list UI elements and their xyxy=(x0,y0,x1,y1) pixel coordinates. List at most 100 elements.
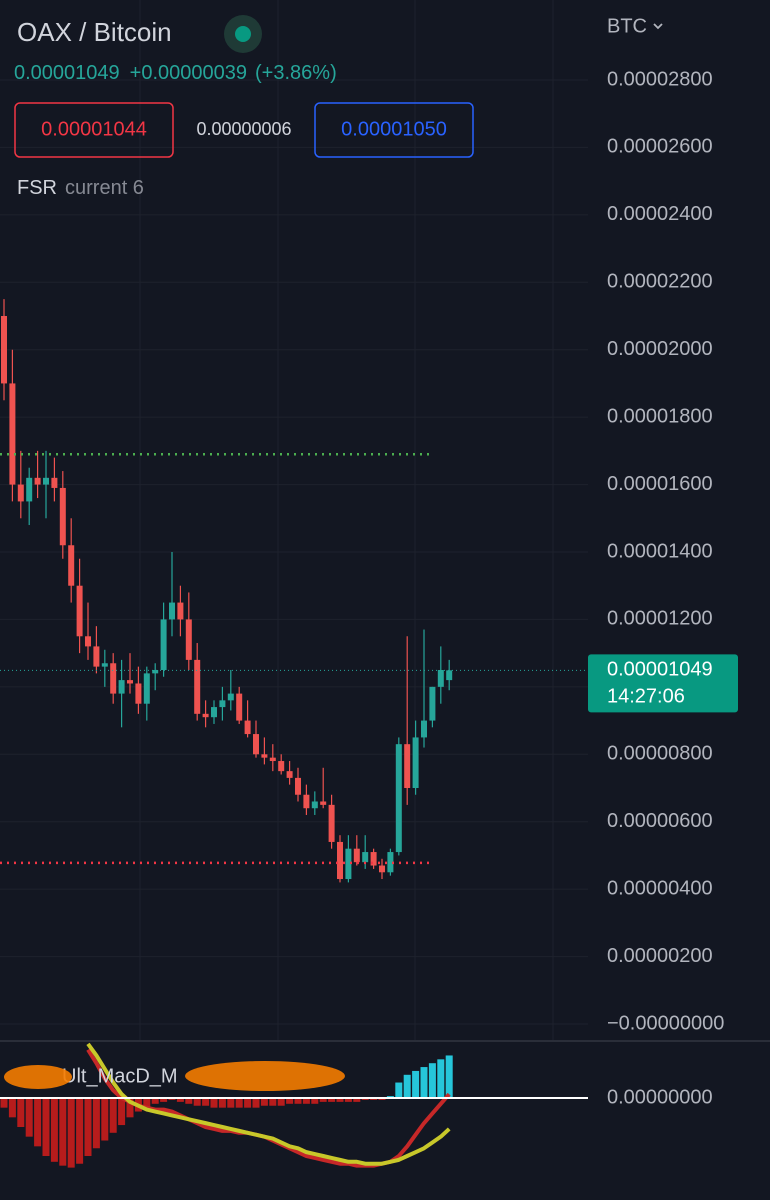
candle-body xyxy=(328,804,335,842)
grid xyxy=(0,79,588,1025)
candle-body xyxy=(194,659,201,714)
candle-body xyxy=(135,683,142,704)
candle-body xyxy=(421,720,427,738)
candle-body xyxy=(185,619,192,660)
macd-label: Ult_MacD_M xyxy=(62,1065,178,1087)
candle-body xyxy=(43,477,49,485)
candle-body xyxy=(227,693,234,701)
y-tick-label: 0.00001400 xyxy=(607,540,713,562)
candle-body xyxy=(395,744,402,853)
candle-body xyxy=(211,707,217,718)
macd-histogram-bar xyxy=(286,1098,294,1104)
currency-selector[interactable]: BTC xyxy=(607,15,647,37)
candle-body xyxy=(379,865,385,873)
candle-body xyxy=(311,801,318,809)
candle-body xyxy=(219,700,226,708)
y-tick-label: −0.00000000 xyxy=(607,1012,724,1034)
y-tick-label: 0.00001200 xyxy=(607,608,713,630)
macd-histogram-bar xyxy=(160,1098,168,1102)
macd-histogram-bar xyxy=(0,1098,8,1108)
macd-histogram-bar xyxy=(403,1074,411,1098)
macd-histogram-bar xyxy=(260,1098,268,1106)
candle-body xyxy=(202,713,209,718)
y-tick-label: 0.00001800 xyxy=(607,405,713,427)
candle-body xyxy=(68,545,75,586)
candle-body xyxy=(101,663,108,667)
macd-pane xyxy=(0,1042,588,1168)
candle-body xyxy=(152,670,159,674)
candle-body xyxy=(353,848,360,863)
macd-histogram-bar xyxy=(34,1098,42,1147)
ask-price[interactable]: 0.00001050 xyxy=(341,118,447,140)
y-tick-label: 0.00002800 xyxy=(607,68,713,90)
macd-histogram-bar xyxy=(67,1098,75,1168)
macd-tick-label: 0.00000000 xyxy=(607,1086,713,1108)
macd-histogram-bar xyxy=(176,1098,184,1102)
macd-histogram-bar xyxy=(109,1098,117,1133)
candle-body xyxy=(1,316,7,384)
macd-histogram-bar xyxy=(143,1098,151,1108)
macd-histogram-bar xyxy=(336,1098,344,1102)
macd-histogram-bar xyxy=(210,1098,218,1108)
price-change: +0.00000039 xyxy=(130,62,247,84)
buy-button[interactable] xyxy=(314,102,474,158)
candle-body xyxy=(412,737,419,788)
candle-body xyxy=(26,477,33,502)
macd-histogram-bar xyxy=(244,1098,252,1108)
candle-body xyxy=(160,619,167,670)
candle-body xyxy=(437,670,444,687)
candle-body xyxy=(34,477,41,485)
candle-body xyxy=(286,771,293,778)
candle-body xyxy=(446,670,453,681)
candle-body xyxy=(320,801,327,805)
macd-histogram-bar xyxy=(101,1098,109,1141)
sell-button[interactable] xyxy=(14,102,174,158)
y-tick-label: 0.00000800 xyxy=(607,743,713,765)
y-tick-label: 0.00001600 xyxy=(607,473,713,495)
indicator-legend: FSR current 6 xyxy=(17,177,144,199)
candle-body xyxy=(295,777,301,795)
macd-histogram-bar xyxy=(420,1067,428,1098)
candle-body xyxy=(253,734,259,755)
scribble xyxy=(4,1065,72,1089)
macd-histogram-bar xyxy=(437,1059,445,1098)
macd-histogram-bar xyxy=(76,1098,84,1164)
price-change-pct: (+3.86%) xyxy=(255,62,337,84)
candle-body xyxy=(9,383,16,485)
macd-histogram-bar xyxy=(353,1098,361,1102)
last-price-label: 0.00001049 xyxy=(607,659,713,681)
chart-title: OAX / Bitcoin xyxy=(17,17,172,47)
candle-body xyxy=(51,477,58,488)
candle-body xyxy=(110,663,117,694)
candle-body xyxy=(177,602,184,620)
price-line: 0.00001049 +0.00000039 (+3.86%) xyxy=(14,62,337,84)
candle-body xyxy=(261,754,268,758)
candle-body xyxy=(118,680,125,694)
macd-histogram-bar xyxy=(269,1098,277,1106)
y-tick-label: 0.00000400 xyxy=(607,877,713,899)
candle-body xyxy=(17,484,24,502)
macd-histogram-bar xyxy=(25,1098,33,1137)
currency-chevron[interactable] xyxy=(653,23,663,30)
status-dot xyxy=(235,26,251,42)
bid-price[interactable]: 0.00001044 xyxy=(41,118,147,140)
macd-histogram-bar xyxy=(395,1082,403,1098)
y-tick-label: 0.00000200 xyxy=(607,945,713,967)
candle-body xyxy=(59,487,66,546)
candle-body xyxy=(244,720,251,735)
macd-histogram-bar xyxy=(59,1098,67,1166)
candle-body xyxy=(345,848,352,880)
y-tick-label: 0.00002400 xyxy=(607,203,713,225)
macd-histogram-bar xyxy=(302,1098,310,1104)
candle-body xyxy=(236,693,243,721)
macd-histogram-bar xyxy=(218,1098,226,1108)
macd-histogram-bar xyxy=(227,1098,235,1108)
indicator-status: current 6 xyxy=(65,177,144,199)
candle-body xyxy=(387,852,394,873)
candle-body xyxy=(370,852,377,866)
macd-histogram-bar xyxy=(311,1098,319,1104)
candle-body xyxy=(404,744,411,788)
macd-histogram-bar xyxy=(319,1098,327,1102)
macd-histogram-bar xyxy=(126,1098,134,1118)
